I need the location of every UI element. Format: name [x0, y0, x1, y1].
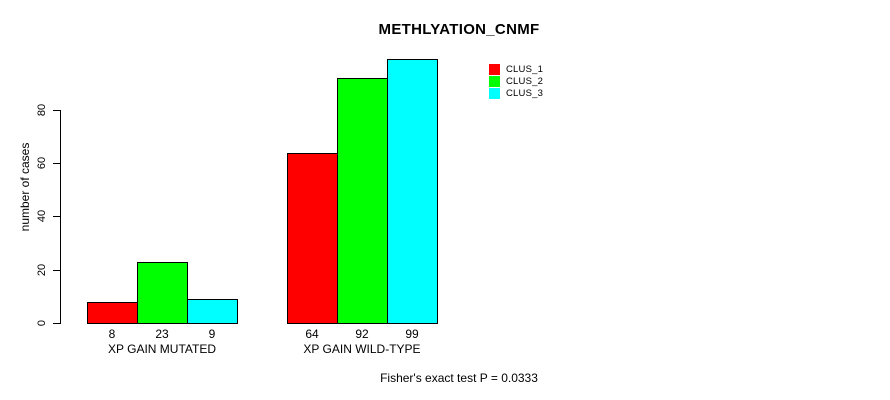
legend-swatch-icon — [489, 63, 500, 75]
bar-value-label: 99 — [405, 327, 419, 341]
y-tick — [53, 323, 60, 324]
legend-label: CLUS_1 — [506, 63, 544, 75]
bar-value-label: 23 — [155, 327, 169, 341]
y-tick-label: 80 — [36, 103, 48, 117]
y-tick-label: 0 — [36, 319, 48, 327]
annotation-text: Fisher's exact test P = 0.0333 — [380, 371, 538, 385]
bar-clus_2-group1 — [137, 262, 188, 324]
bar-value-label: 64 — [305, 327, 319, 341]
bar-clus_1-group2 — [287, 153, 338, 324]
bar-clus_1-group1 — [87, 302, 138, 324]
legend-item: CLUS_2 — [489, 75, 543, 87]
bar-value-label: 92 — [355, 327, 369, 341]
x-category-label: XP GAIN WILD-TYPE — [303, 342, 421, 356]
bar-clus_3-group2 — [387, 59, 438, 324]
legend-item: CLUS_1 — [489, 63, 543, 75]
y-tick-label: 40 — [36, 209, 48, 223]
legend-label: CLUS_3 — [506, 87, 544, 99]
bar-value-label: 9 — [208, 327, 216, 341]
legend-swatch-icon — [489, 75, 500, 87]
legend-swatch-icon — [489, 87, 500, 99]
bar-clus_2-group2 — [337, 78, 388, 324]
x-category-label: XP GAIN MUTATED — [107, 342, 216, 356]
y-axis-label: number of cases — [18, 142, 32, 232]
chart-title: METHLYATION_CNMF — [378, 21, 540, 38]
legend: CLUS_1 CLUS_2 CLUS_3 — [489, 63, 543, 99]
y-tick — [53, 216, 60, 217]
y-axis-line — [60, 110, 61, 324]
y-tick-label: 20 — [36, 263, 48, 277]
legend-label: CLUS_2 — [506, 75, 544, 87]
y-tick — [53, 270, 60, 271]
bar-clus_3-group1 — [187, 299, 238, 324]
y-tick-label: 60 — [36, 156, 48, 170]
y-tick — [53, 110, 60, 111]
legend-item: CLUS_3 — [489, 87, 543, 99]
bar-value-label: 8 — [108, 327, 116, 341]
y-tick — [53, 163, 60, 164]
